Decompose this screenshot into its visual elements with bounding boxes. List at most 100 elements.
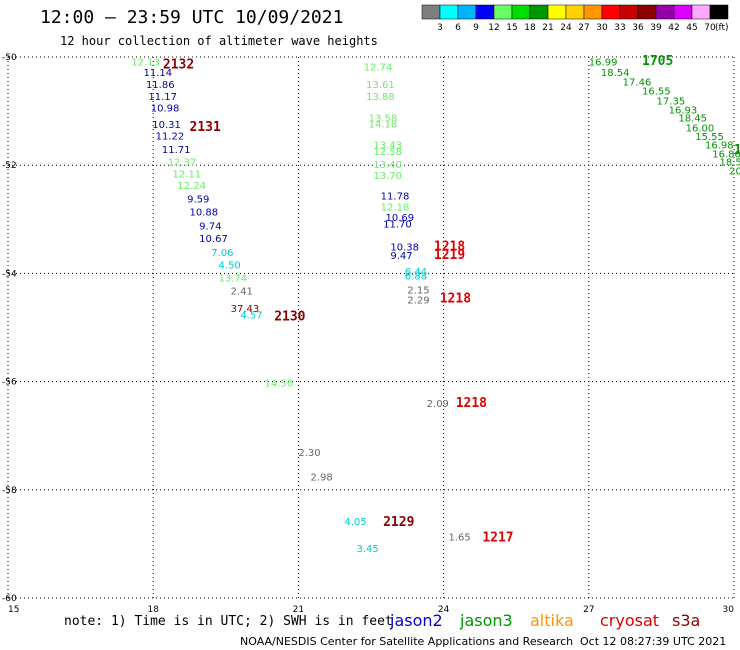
wave-height-value: 2.15 [407,286,429,297]
mission-legend-item: s3a [672,611,700,630]
colorbar-tick-label: 36 [632,23,644,33]
wave-height-value: 37.43 [231,304,260,315]
longitude-tick-label: 18 [147,605,159,615]
pass-number-label: 2131 [190,120,221,135]
wave-height-value: 11.71 [162,145,191,156]
pass-number-label: 1706 [734,143,740,158]
wave-height-value: 20.65 [729,167,740,178]
wave-height-value: 6.88 [405,272,427,283]
pass-number-label: 1219 [434,248,465,263]
colorbar-swatch [529,4,549,20]
colorbar-swatch [547,4,567,20]
footer-credit: NOAA/NESDIS Center for Satellite Applica… [240,635,573,648]
colorbar-swatch [457,4,477,20]
wave-height-value: 10.38 [390,242,419,253]
colorbar-swatch [691,4,711,20]
wave-height-value: 12.37 [168,157,197,168]
wave-height-value: 14.56 [265,379,294,390]
wave-height-value: 17.35 [657,96,686,107]
wave-height-value: 18.59 [719,157,740,168]
colorbar-tick-label: 33 [614,23,625,33]
colorbar-swatch [619,4,639,20]
wave-height-value: 12.13 [131,57,160,68]
pass-number-label: 1218 [440,292,471,307]
wave-height-value: 2.30 [298,448,320,459]
latitude-tick-label: -52 [2,161,17,171]
wave-height-value: 16.86 [712,149,740,160]
colorbar-swatch [709,4,729,20]
wave-height-value: 16.98 [705,141,734,152]
colorbar-swatch [601,4,621,20]
colorbar-tick-label: 9 [473,23,479,33]
footer-note: note: 1) Time is in UTC; 2) SWH is in fe… [64,614,393,629]
wave-height-value: 11.86 [146,80,175,91]
wave-height-value: 13.43 [373,141,402,152]
longitude-tick-label: 30 [723,605,735,615]
wave-height-value: 6.44 [405,267,427,278]
wave-height-value: 4.57 [240,311,262,322]
wave-height-value: 14.18 [369,120,398,131]
wave-height-value: 12.74 [364,63,393,74]
wave-height-value: 13.40 [373,160,402,171]
longitude-tick-label: 21 [293,605,304,615]
mission-legend-item: altika [530,611,574,630]
mission-legend: jason2 jason3 altika cryosat s3a [389,611,700,630]
latitude-tick-label: -60 [2,594,17,604]
pass-number-label: 2132 [163,57,194,72]
wave-height-value: 2.41 [231,287,253,298]
axis-ticks: 15 18 21 24 27 30 -50 -52 -54 -56 -58 -60 [2,53,734,615]
wave-height-value: 9.47 [390,251,412,262]
wave-height-value: 3.45 [356,544,378,555]
colorbar-unit-label: (ft) [715,23,729,33]
pass-number-label: 1218 [434,239,465,254]
wave-height-value: 10.67 [199,234,228,245]
wave-height-value: 4.05 [344,517,366,528]
pass-labels: 2132213121302129121812191218121812171705… [163,54,740,545]
longitude-tick-label: 15 [8,605,19,615]
wave-height-value: 18.54 [601,68,630,79]
latitude-tick-label: -58 [2,486,17,496]
page-subtitle: 12 hour collection of altimeter wave hei… [60,34,378,48]
wave-height-value: 11.70 [383,220,412,231]
wave-height-value: 10.88 [190,208,219,219]
pass-number-label: 2129 [383,515,414,530]
colorbar-tick-label: 42 [668,23,679,33]
map-grid [7,56,735,599]
colorbar-swatch [511,4,531,20]
longitude-tick-label: 27 [583,605,594,615]
wave-height-value: 15.55 [695,132,724,143]
colorbar-swatch [439,4,459,20]
colorbar-legend: 3 6 9 12 15 18 21 24 27 30 33 36 39 42 45 70 [421,4,729,33]
mission-legend-item: jason3 [459,611,513,630]
footer-timestamp: Oct 12 08:27:39 UTC 2021 [580,635,726,648]
wave-height-value: 11.14 [144,68,173,79]
wave-height-value: 18.45 [678,114,707,125]
mission-legend-item: jason2 [389,611,443,630]
wave-height-value: 13.70 [373,171,402,182]
colorbar-tick-label: 70 [704,23,716,33]
longitude-tick-label: 24 [438,605,450,615]
wave-height-value: 13.61 [366,80,395,91]
wave-height-value: 9.74 [199,221,221,232]
colorbar-swatch [421,4,441,20]
wave-height-value: 13.88 [366,92,395,103]
colorbar-swatch [583,4,603,20]
colorbar-swatch [565,4,585,20]
wave-height-value: 16.99 [589,57,618,68]
colorbar-tick-label: 18 [524,23,536,33]
wave-height-value: 11.22 [156,131,185,142]
colorbar-tick-label: 39 [650,23,662,33]
wave-height-value: 12.58 [373,147,402,158]
latitude-tick-label: -56 [2,378,17,388]
pass-number-label: 1218 [456,396,487,411]
colorbar-swatch [637,4,657,20]
colorbar-tick-label: 12 [488,23,499,33]
latitude-tick-label: -50 [2,53,17,63]
wave-height-value: 16.55 [642,87,671,98]
colorbar-tick-label: 45 [686,23,697,33]
wave-height-value: 12.24 [177,181,206,192]
wave-height-value: 16.93 [669,105,698,116]
